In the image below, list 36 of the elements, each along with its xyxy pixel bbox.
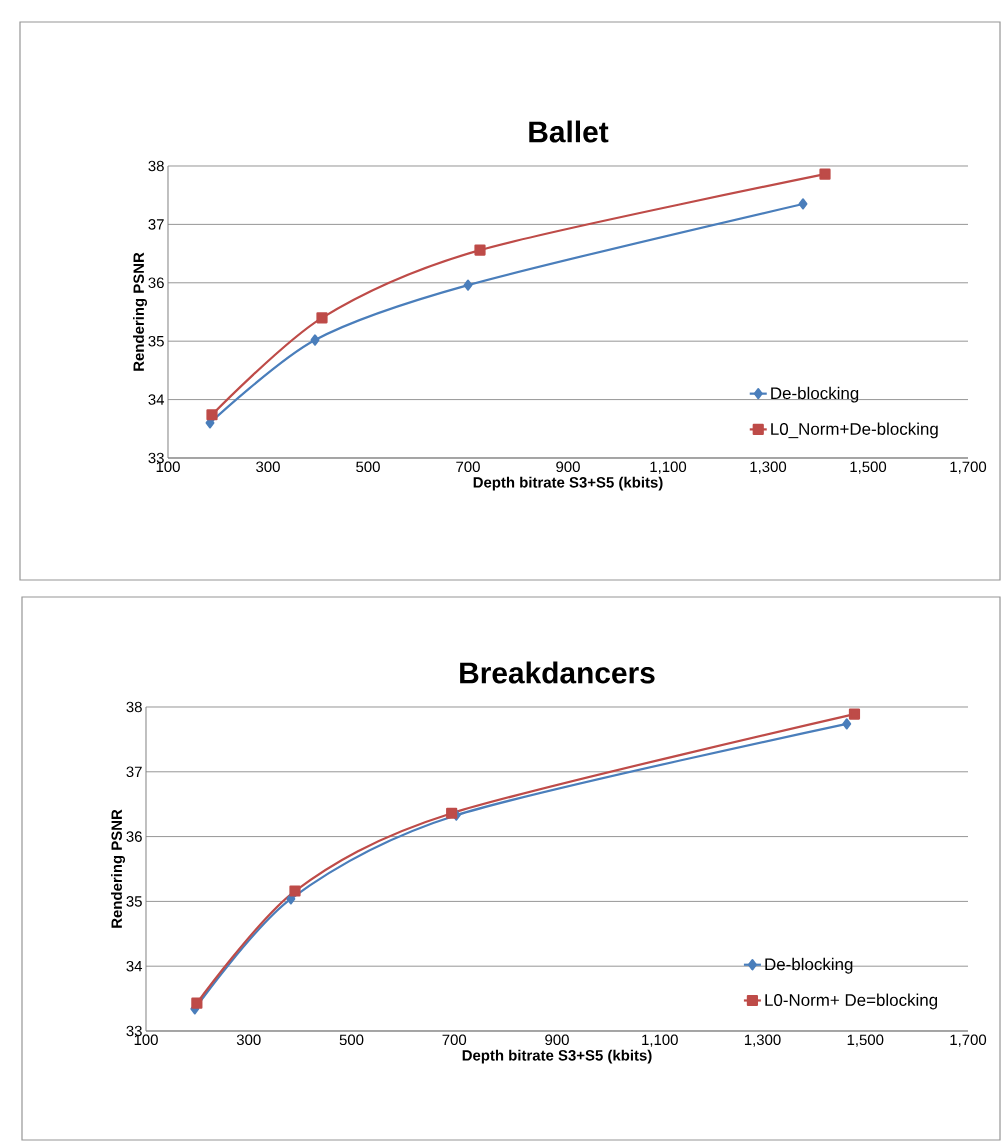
y-tick-label: 34 xyxy=(148,394,165,405)
x-tick-label: 700 xyxy=(442,1034,467,1046)
x-tick-label: 1,500 xyxy=(847,1034,884,1047)
y-tick-label: 34 xyxy=(126,960,143,972)
x-tick-label: 300 xyxy=(236,1034,261,1046)
y-tick-label: 38 xyxy=(148,160,164,172)
legend-label: De-blocking xyxy=(771,386,859,403)
x-tick-label: 900 xyxy=(545,1034,569,1046)
x-tick-label: 700 xyxy=(456,461,480,473)
y-tick-label: 36 xyxy=(148,277,164,289)
x-axis-title: Depth bitrate S3+S5 (kbits) xyxy=(462,1049,652,1064)
legend-label: L0_Norm+De-blocking xyxy=(771,422,938,439)
x-tick-label: 1,100 xyxy=(650,461,687,474)
x-tick-label: 500 xyxy=(339,1034,364,1046)
x-tick-label: 1,700 xyxy=(950,461,987,474)
chart-title: Breakdancers xyxy=(460,661,655,684)
y-tick-label: 35 xyxy=(126,896,142,907)
x-tick-label: 1,300 xyxy=(750,461,787,474)
y-axis-title: Rendering PSNR xyxy=(111,809,126,928)
y-tick-label: 37 xyxy=(126,766,142,778)
x-tick-label: 1,300 xyxy=(744,1034,781,1047)
y-tick-label: 36 xyxy=(126,831,142,842)
x-tick-label: 1,700 xyxy=(950,1034,987,1047)
chart-title: Ballet xyxy=(529,120,609,143)
y-axis-title: Rendering PSNR xyxy=(133,252,148,371)
x-tick-label: 300 xyxy=(256,461,280,473)
x-tick-label: 1,100 xyxy=(642,1034,678,1047)
y-tick-label: 38 xyxy=(126,701,142,713)
x-tick-label: 1,500 xyxy=(850,461,887,474)
y-tick-label: 37 xyxy=(148,219,164,230)
x-tick-label: 500 xyxy=(356,461,380,473)
legend-label: L0-Norm+ De=blocking xyxy=(765,993,938,1010)
x-tick-label: 900 xyxy=(556,461,580,473)
legend-label: De-blocking xyxy=(765,957,853,974)
x-axis-title: Depth bitrate S3+S5 (kbits) xyxy=(473,476,663,491)
y-tick-label: 35 xyxy=(148,335,164,347)
